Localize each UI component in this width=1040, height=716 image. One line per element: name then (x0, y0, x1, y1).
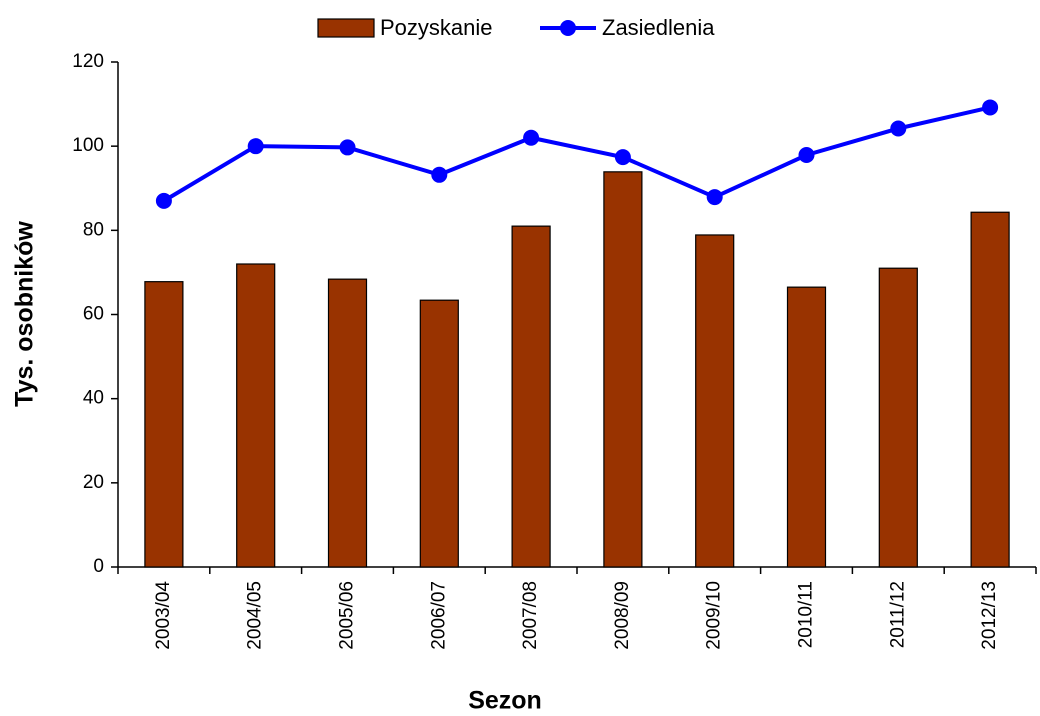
y-tick-label: 100 (72, 135, 104, 156)
bar (511, 225, 551, 568)
line (162, 105, 991, 203)
y-tick-label: 0 (93, 556, 104, 577)
bar (603, 171, 643, 568)
y-tick-label: 120 (72, 51, 104, 72)
line-point (982, 99, 999, 116)
legend-label: Zasiedlenia (602, 15, 715, 40)
legend-swatch (317, 18, 375, 38)
bar (327, 278, 368, 568)
y-tick-label: 60 (83, 304, 104, 325)
line-point (523, 129, 540, 146)
x-tick-label: 2011/12 (887, 581, 908, 648)
y-tick-label: 80 (83, 219, 104, 240)
bar (786, 286, 827, 568)
bar (419, 299, 459, 568)
x-tick-label: 2010/11 (796, 581, 817, 648)
line-point (890, 120, 907, 137)
bar (970, 211, 1010, 568)
y-tick-label: 20 (83, 472, 104, 493)
bar (144, 281, 184, 568)
legend-swatch-marker (560, 20, 576, 36)
y-axis-title: Tys. osobników (11, 221, 39, 407)
line-point (339, 139, 356, 156)
x-tick-label: 2009/10 (704, 581, 725, 650)
line-point (706, 189, 723, 206)
x-tick-label: 2003/04 (153, 581, 174, 650)
x-axis-title: Sezon (468, 687, 542, 715)
x-tick-label: 2005/06 (337, 581, 358, 650)
bar (695, 234, 735, 568)
line-point (431, 166, 448, 183)
x-tick-label: 2006/07 (428, 581, 449, 650)
y-tick-label: 40 (83, 388, 104, 409)
line-point (247, 138, 264, 155)
bar (236, 263, 276, 568)
bar (878, 267, 918, 568)
line-point (155, 192, 172, 209)
x-tick-label: 2007/08 (520, 581, 541, 650)
line-point (798, 147, 815, 164)
x-tick-label: 2008/09 (612, 581, 633, 650)
x-tick-label: 2004/05 (245, 581, 266, 650)
line-point (614, 149, 631, 166)
x-tick-label: 2012/13 (979, 581, 1000, 650)
legend-label: Pozyskanie (380, 15, 493, 40)
